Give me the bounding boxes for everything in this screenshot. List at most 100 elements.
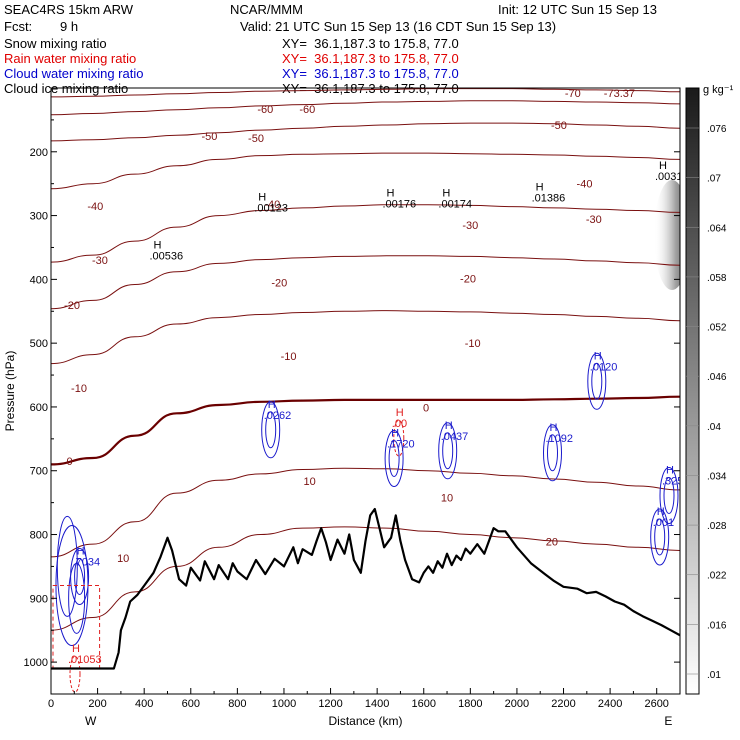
high-value: .0120 (590, 361, 618, 373)
org-label: NCAR/MMM (230, 2, 303, 17)
y-tick-label: 800 (30, 530, 48, 542)
moisture-contour (393, 419, 405, 457)
isotherm-label: 0 (67, 456, 73, 468)
isotherm-label: -20 (271, 278, 287, 290)
isotherm-label: -30 (462, 220, 478, 232)
isotherm-label: -50 (248, 133, 264, 145)
isotherm-minus30 (51, 204, 680, 263)
moisture-contour (438, 422, 458, 480)
isotherm-10 (51, 467, 680, 558)
moisture-contour (261, 401, 281, 459)
isotherm-minus60 (51, 100, 680, 116)
moisture-contour (56, 515, 78, 617)
colorbar: g kg⁻¹ .01 .016 .022 .028 .034 .04 .046 .052 .05… (685, 84, 734, 695)
high-marker: H (659, 160, 667, 172)
high-marker: H (72, 643, 80, 655)
high-value: .00314 (655, 171, 689, 183)
x-tick-label: 200 (88, 698, 106, 710)
field-xy-cloud-water: XY= 36.1,187.3 to 175.8, 77.0 (282, 66, 459, 81)
isotherm-label: -50 (201, 131, 217, 143)
isotherm-label: -20 (64, 300, 80, 312)
init-time: Init: 12 UTC Sun 15 Sep 13 (498, 2, 657, 17)
high-value: .1092 (546, 433, 574, 445)
isotherm-label: -30 (586, 214, 602, 226)
high-marker: H (550, 422, 558, 434)
snow-shading (654, 180, 680, 290)
field-name-cloud-ice: Cloud ice mixing ratio (4, 81, 129, 96)
isotherm-label: -40 (87, 201, 103, 213)
colorbar-tick-label: .046 (707, 372, 727, 383)
high-marker: H (258, 192, 266, 204)
colorbar-tick-label: .016 (707, 620, 727, 631)
isotherm-minus40 (51, 152, 680, 190)
high-value: .00536 (150, 250, 184, 262)
isotherm-label: -10 (71, 383, 87, 395)
field-name-cloud-water: Cloud water mixing ratio (4, 66, 144, 81)
west-label: W (85, 714, 97, 728)
high-marker: H (268, 399, 276, 411)
isotherm-label: 20 (546, 537, 558, 549)
isotherm-minus70 (51, 88, 680, 98)
x-tick-label: 0 (48, 698, 54, 710)
moisture-contour (663, 477, 675, 514)
colorbar-tick-label: .058 (707, 273, 727, 284)
isotherm-label: -40 (577, 179, 593, 191)
high-marker: H (396, 407, 404, 419)
high-value: .00176 (383, 199, 417, 211)
y-tick-label: 400 (30, 274, 48, 286)
colorbar-unit: g kg⁻¹ (703, 84, 734, 96)
high-marker: H (536, 181, 544, 193)
isotherm-label: -10 (465, 338, 481, 350)
isotherm-minus50 (51, 122, 680, 142)
east-label: E (664, 714, 672, 728)
high-marker: H (594, 350, 602, 362)
isotherm-label: 10 (117, 553, 129, 565)
y-tick-label: 500 (30, 338, 48, 350)
high-marker: H (445, 420, 453, 432)
field-name-rain: Rain water mixing ratio (4, 51, 137, 66)
x-tick-label: 400 (135, 698, 153, 710)
x-tick-label: 2200 (551, 698, 575, 710)
y-tick-label: 200 (30, 147, 48, 159)
high-marker: H (391, 428, 399, 440)
isotherm-label: -10 (281, 351, 297, 363)
field-xy-rain: XY= 36.1,187.3 to 175.8, 77.0 (282, 51, 459, 66)
moisture-contour (68, 562, 86, 634)
isotherm-label: -73.37 (604, 88, 635, 100)
moisture-contour (547, 434, 558, 472)
colorbar-tick-label: .022 (707, 571, 727, 582)
valid-time: Valid: 21 UTC Sun 15 Sep 13 (16 CDT Sun … (240, 19, 557, 34)
isotherm-label: 0 (423, 403, 429, 415)
terrain-profile (51, 507, 680, 670)
moisture-contour (265, 411, 277, 449)
isotherm-minus10 (51, 310, 680, 365)
moisture-contour (650, 508, 670, 566)
isotherm-minus20 (51, 255, 680, 310)
high-marker: H (154, 239, 162, 251)
colorbar-tick-label: .04 (707, 422, 721, 433)
moisture-contour (442, 432, 454, 470)
x-tick-label: 1000 (272, 698, 296, 710)
x-tick-label: 2600 (644, 698, 668, 710)
isotherm-label: -60 (257, 104, 273, 116)
moisture-contour (543, 424, 562, 482)
x-tick-label: 1200 (318, 698, 342, 710)
high-marker: H (666, 465, 674, 477)
model-title: SEAC4RS 15km ARW (4, 2, 134, 17)
moisture-contour (587, 352, 607, 410)
isotherm-label: 10 (441, 493, 453, 505)
isotherm-label: -70 (565, 88, 581, 100)
isotherm-label: -30 (92, 255, 108, 267)
high-value: .01386 (532, 192, 566, 204)
high-value: .0437 (441, 431, 469, 443)
isotherm-0 (51, 395, 680, 466)
fcst-value: 9 h (60, 19, 79, 34)
colorbar-tick-label: .028 (707, 521, 727, 532)
y-tick-label: 300 (30, 211, 48, 223)
x-tick-label: 600 (182, 698, 200, 710)
high-value: .00174 (438, 199, 472, 211)
high-marker: H (657, 506, 665, 518)
high-value: .0262 (264, 410, 292, 422)
x-tick-label: 800 (228, 698, 246, 710)
